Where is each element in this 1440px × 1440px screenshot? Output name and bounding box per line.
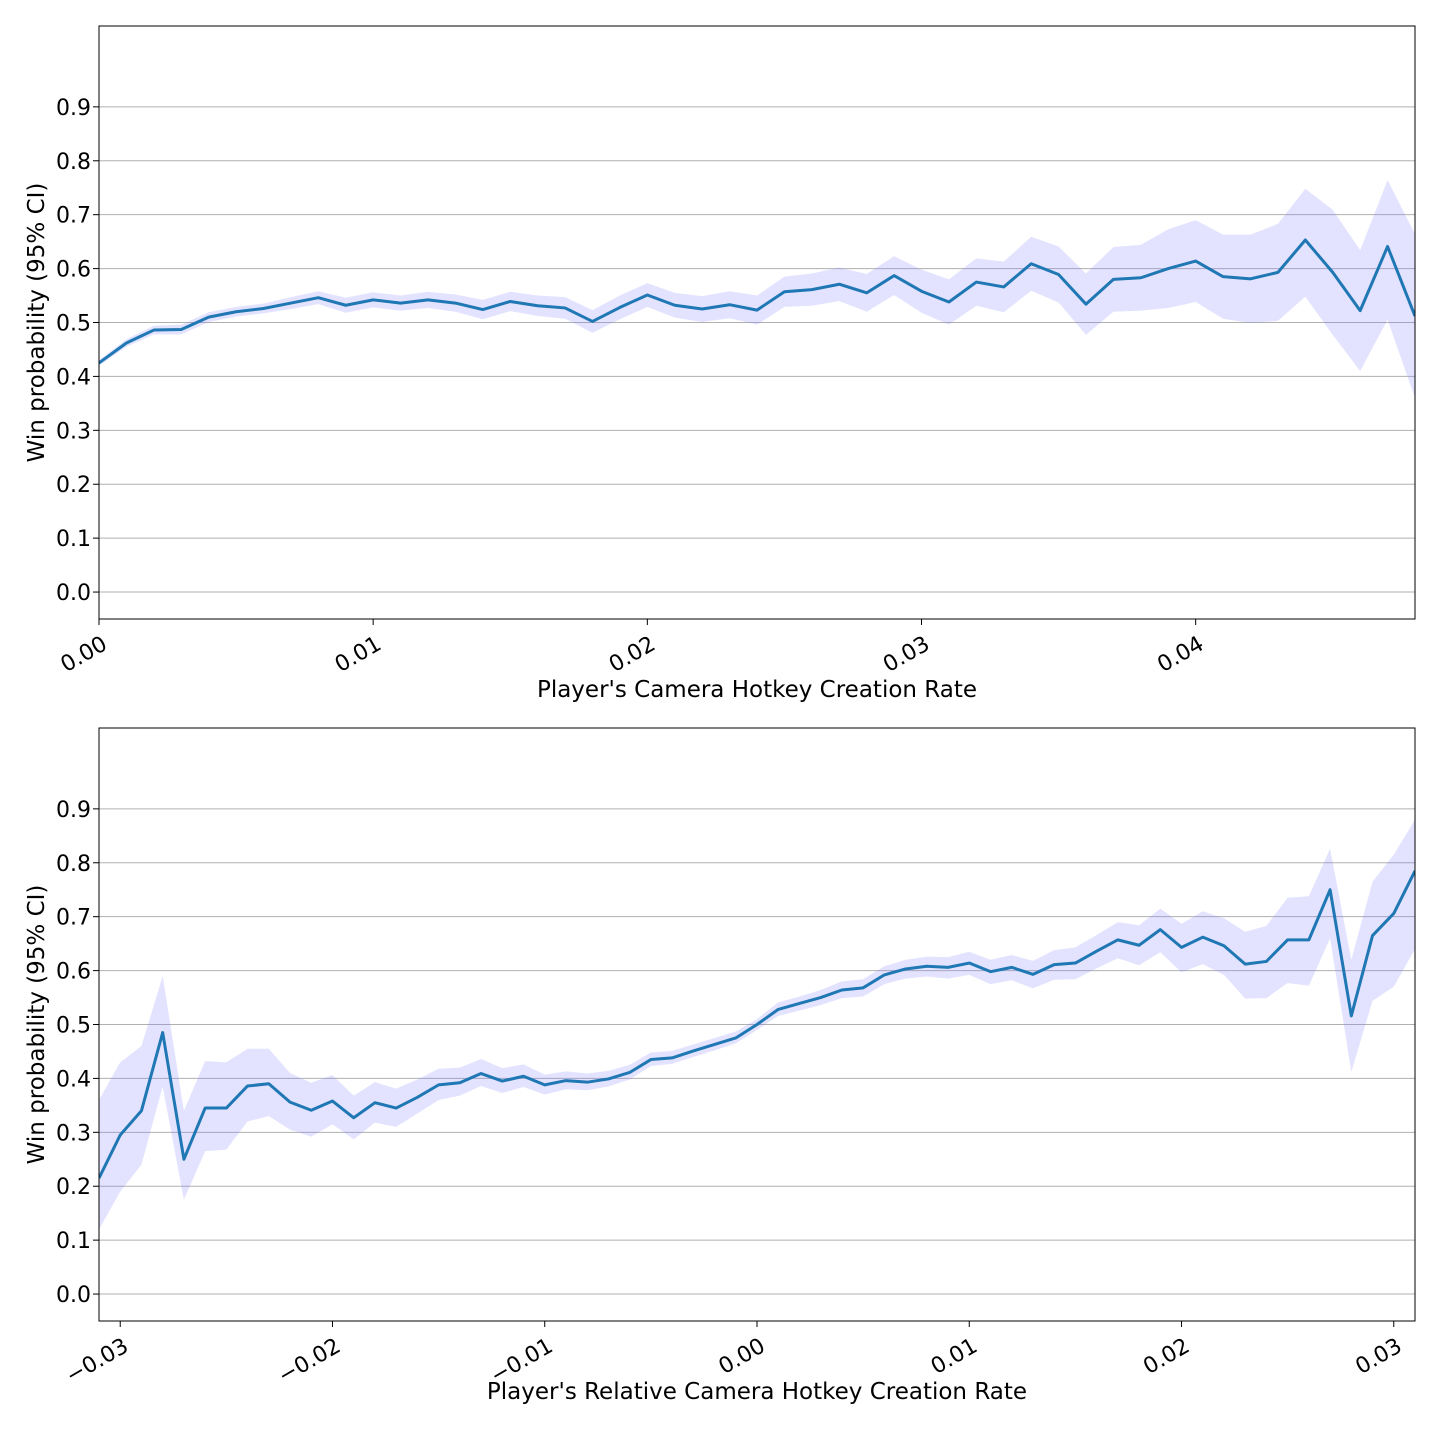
chart1-x-tick-label: 0.01	[331, 632, 386, 678]
chart1-plot-area	[99, 180, 1415, 398]
chart2-y-tick-label: 0.7	[56, 906, 91, 931]
chart1-x-tick-label: 0.02	[605, 632, 660, 678]
chart2-y-tick-label: 0.8	[56, 852, 91, 877]
chart1-y-tick-label: 0.4	[56, 365, 91, 390]
chart2-x-tick-label: 0.00	[715, 1334, 770, 1380]
chart1-y-tick-label: 0.0	[56, 581, 91, 606]
chart2-x-tick-label: 0.02	[1139, 1334, 1194, 1380]
chart2-y-tick-label: 0.9	[56, 798, 91, 823]
chart2-series-line	[99, 870, 1415, 1179]
chart2-y-axis-label: Win probability (95% CI)	[24, 885, 50, 1165]
chart2-y-tick-label: 0.0	[56, 1283, 91, 1308]
chart2-y-tick-label: 0.1	[56, 1229, 91, 1254]
chart1-x-tick-label: 0.00	[57, 632, 112, 678]
chart1-x-axis-label: Player's Camera Hotkey Creation Rate	[537, 677, 977, 703]
chart2-y-tick-label: 0.3	[56, 1121, 91, 1146]
chart2-y-tick-label: 0.5	[56, 1014, 91, 1039]
chart2-y-tick-label: 0.6	[56, 960, 91, 985]
chart1-panel: 0.0 0.1 0.2 0.3 0.4 0.5 0.6 0.7 0.8 0.9 0.00 0.01 0.…	[24, 25, 1416, 703]
chart1-y-tick-label: 0.6	[56, 258, 91, 283]
chart1-confidence-band	[99, 180, 1415, 398]
chart2-x-axis-label: Player's Relative Camera Hotkey Creation…	[487, 1379, 1027, 1405]
chart1-y-tick-label: 0.9	[56, 96, 91, 121]
chart1-y-axis-label: Win probability (95% CI)	[24, 183, 50, 463]
chart1-y-tick-label: 0.7	[56, 204, 91, 229]
chart1-y-tick-label: 0.3	[56, 419, 91, 444]
chart2-x-tick-label: 0.01	[927, 1334, 982, 1380]
chart1-x-tick-label: 0.03	[879, 632, 934, 678]
chart1-y-tick-label: 0.1	[56, 527, 91, 552]
chart2-x-tick-label: 0.03	[1351, 1334, 1406, 1380]
chart2-y-tick-label: 0.2	[56, 1175, 91, 1200]
chart1-y-tick-label: 0.5	[56, 312, 91, 337]
chart1-y-tick-label: 0.2	[56, 473, 91, 498]
chart2-panel: 0.0 0.1 0.2 0.3 0.4 0.5 0.6 0.7 0.8 0.9 −0.03 −0.02…	[24, 727, 1416, 1405]
chart2-y-tick-label: 0.4	[56, 1067, 91, 1092]
chart2-x-tick-label: −0.02	[274, 1334, 345, 1389]
chart2-x-tick-label: −0.03	[62, 1334, 133, 1389]
chart1-x-tick-label: 0.04	[1153, 632, 1208, 678]
chart1-axis-frame	[98, 25, 1416, 620]
chart1-series-line	[99, 238, 1415, 365]
chart2-plot-area	[99, 819, 1415, 1230]
chart1-y-tick-label: 0.8	[56, 150, 91, 175]
